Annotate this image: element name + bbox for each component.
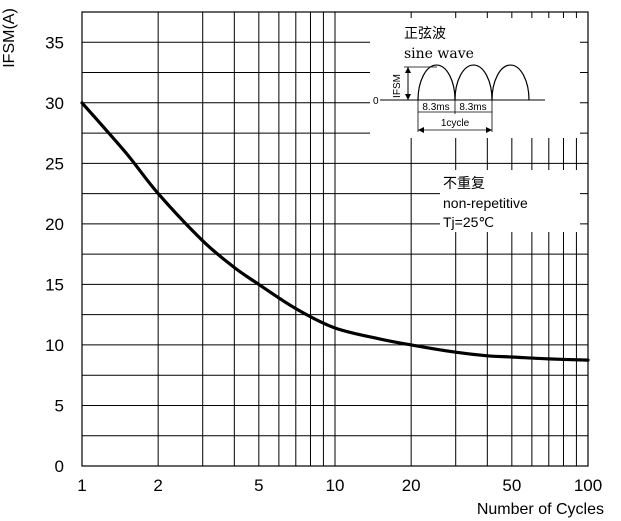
inset-cycle-arrow-right (486, 127, 492, 133)
inset-title-cn: 正弦波 (404, 26, 446, 42)
y-tick-label: 5 (55, 396, 64, 415)
sine-wave-inset: 正弦波 sine wave IFSM 0 8.3ms 8.3ms 1cycle (370, 18, 580, 138)
y-tick-label: 10 (45, 336, 64, 355)
inset-ifsm-arrowhead-bottom (405, 94, 411, 100)
condition-note: 不重复 non-repetitive Tj=25℃ (440, 170, 580, 232)
x-tick-label: 20 (402, 476, 421, 495)
inset-cycle-label: 1cycle (441, 118, 470, 129)
y-tick-label: 0 (55, 457, 64, 476)
plot-border (81, 11, 589, 467)
note-background (440, 170, 580, 232)
note-tj: Tj=25℃ (443, 214, 494, 230)
inset-title-en: sine wave (404, 46, 474, 62)
surge-current-curve (80, 101, 590, 362)
y-tick-label: 20 (45, 215, 64, 234)
x-tick-label: 5 (254, 476, 263, 495)
inset-sine-arch-2 (454, 64, 493, 101)
note-en: non-repetitive (443, 195, 528, 211)
y-tick-label: 35 (45, 33, 64, 52)
inset-ifsm-arrowhead-top (405, 67, 411, 73)
x-tick-label: 100 (574, 476, 602, 495)
inset-background (370, 18, 580, 138)
x-axis-title: Number of Cycles (477, 501, 604, 518)
x-tick-label: 2 (153, 476, 162, 495)
inset-sine-arch-3 (491, 64, 530, 101)
inset-period-b: 8.3ms (459, 102, 486, 113)
y-axis-title: IFSM(A) (1, 8, 18, 68)
x-tick-label: 50 (502, 476, 521, 495)
x-tick-label: 1 (77, 476, 86, 495)
inset-sine-arch-1 (417, 64, 456, 101)
x-tick-label: 10 (326, 476, 345, 495)
inset-ifsm-label: IFSM (392, 74, 403, 98)
series-layer (80, 101, 590, 362)
note-cn: 不重复 (443, 175, 485, 192)
inset-period-a: 8.3ms (422, 102, 449, 113)
y-tick-label: 15 (45, 275, 64, 294)
y-tick-label: 30 (45, 94, 64, 113)
inset-cycle-arrow-left (418, 127, 424, 133)
plot-frame (81, 11, 589, 467)
inset-zero-label: 0 (373, 96, 379, 107)
y-tick-label: 25 (45, 154, 64, 173)
